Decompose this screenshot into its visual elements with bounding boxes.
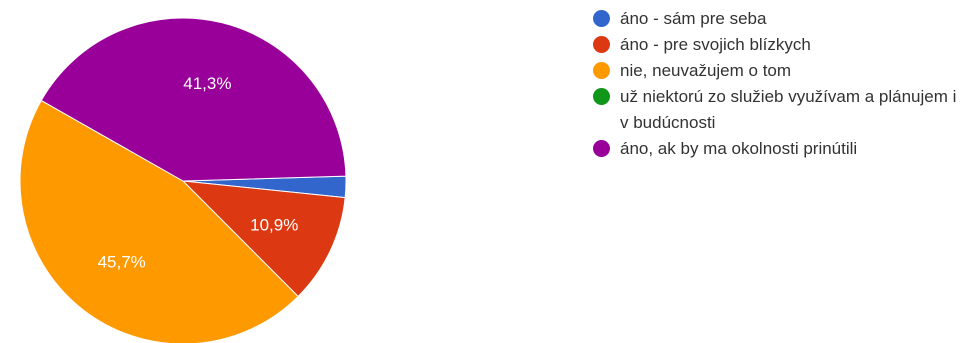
legend-label-4: áno, ak by ma okolnosti prinútili — [620, 139, 858, 158]
legend-swatch-0 — [593, 10, 610, 27]
legend-item-1: áno - pre svojich blízkych — [593, 32, 963, 58]
legend-swatch-1 — [593, 36, 610, 53]
pie-chart-plot: 10,9% 45,7% 41,3% — [19, 17, 347, 343]
pie-slice-2 — [19, 99, 299, 343]
legend-label-2: nie, neuvažujem o tom — [620, 61, 792, 80]
legend-item-2: nie, neuvažujem o tom — [593, 58, 963, 84]
legend-swatch-2 — [593, 62, 610, 79]
legend-label-0: áno - sám pre seba — [620, 9, 767, 28]
pie-slice-1 — [181, 180, 346, 298]
pie-slice-label-1: 10,9% — [250, 215, 298, 234]
legend-swatch-4 — [593, 140, 610, 157]
legend-label-3: už niektorú zo služieb využívam a plánuj… — [620, 87, 957, 132]
chart-legend: áno - sám pre seba áno - pre svojich blíz… — [593, 6, 963, 162]
legend-item-3: už niektorú zo služieb využívam a plánuj… — [593, 84, 963, 136]
pie-slice-4 — [40, 17, 347, 182]
legend-label-1: áno - pre svojich blízkych — [620, 35, 811, 54]
pie-slice-label-4: 41,3% — [183, 74, 231, 93]
legend-item-0: áno - sám pre seba — [593, 6, 963, 32]
pie-slice-label-2: 45,7% — [98, 252, 146, 271]
legend-item-4: áno, ak by ma okolnosti prinútili — [593, 136, 963, 162]
legend-swatch-3 — [593, 88, 610, 105]
